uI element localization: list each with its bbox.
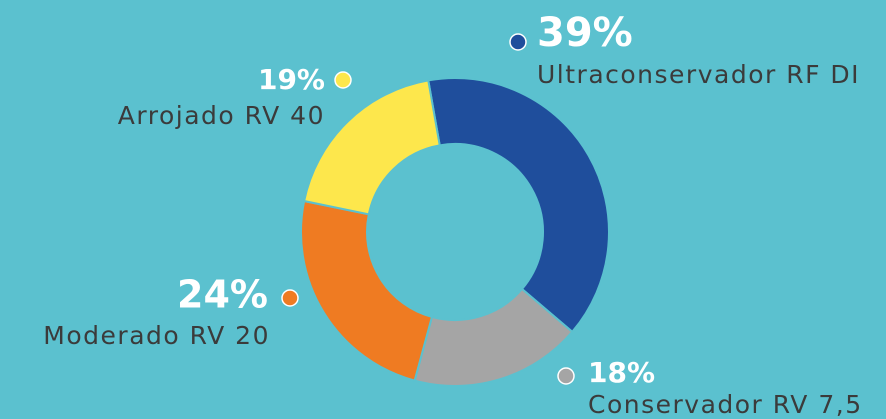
category-label: Moderado RV 20 xyxy=(43,321,270,350)
donut-slice xyxy=(302,79,441,216)
legend-marker xyxy=(334,71,352,89)
value-label: 24% xyxy=(177,273,268,317)
category-label: Arrojado RV 40 xyxy=(118,101,325,130)
value-label: 39% xyxy=(537,10,633,56)
donut-slice xyxy=(300,199,434,382)
legend-marker xyxy=(281,289,299,307)
value-label: 18% xyxy=(588,356,655,389)
donut-slice xyxy=(427,77,610,334)
legend-marker xyxy=(557,367,575,385)
category-label: Conservador RV 7,5 xyxy=(588,390,863,419)
category-label: Ultraconservador RF DI xyxy=(537,60,860,89)
value-label: 19% xyxy=(258,63,325,96)
legend-marker xyxy=(509,33,527,51)
